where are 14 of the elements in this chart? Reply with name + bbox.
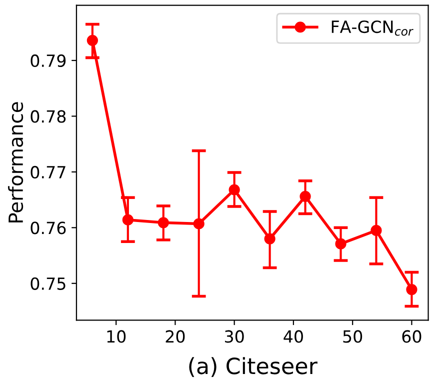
x-tick-label: 60 (402, 330, 422, 343)
x-tick-label: 20 (166, 330, 185, 343)
y-tick-label: 0.79 (30, 54, 66, 68)
x-tick-label: 50 (343, 330, 362, 343)
x-axis-title: (a) Citeseer (189, 357, 318, 377)
legend-label: FA-GCN$_{cor}$ (332, 20, 414, 36)
y-tick-label: 0.75 (30, 277, 66, 290)
y-tick-label: 0.78 (30, 110, 66, 123)
x-tick-label: 30 (225, 330, 244, 343)
y-tick-label: 0.77 (30, 166, 66, 178)
x-tick-label: 10 (107, 330, 126, 343)
x-tick-label: 40 (284, 330, 303, 343)
y-tick-label: 0.76 (30, 222, 66, 234)
y-axis-title: Performance (8, 102, 24, 222)
